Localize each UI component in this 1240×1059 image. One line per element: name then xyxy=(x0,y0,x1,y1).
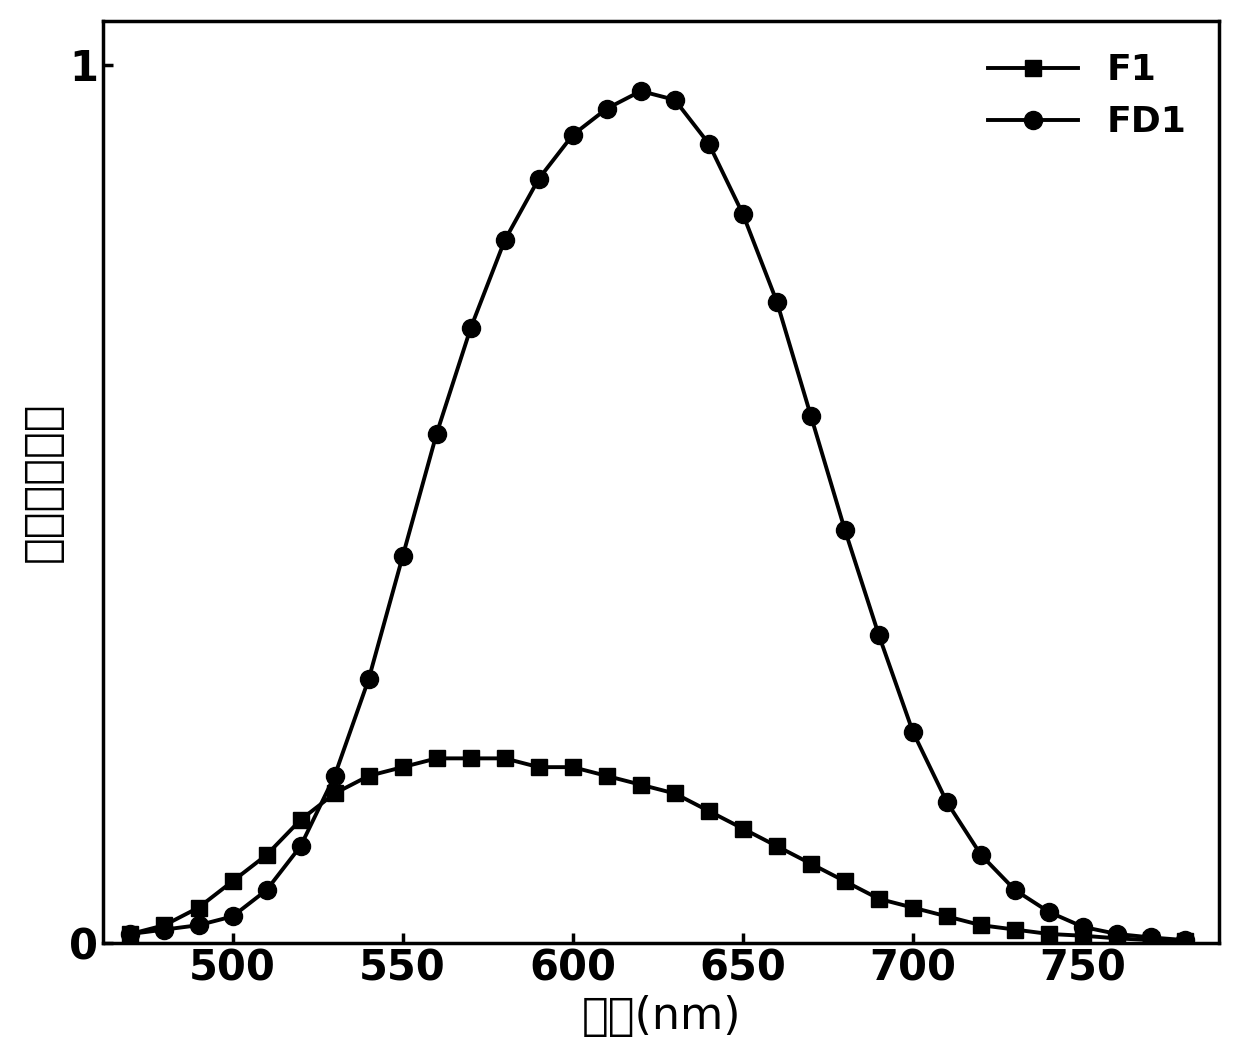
FD1 xyxy=(1178,934,1193,947)
FD1 xyxy=(396,550,410,562)
FD1 xyxy=(667,93,682,106)
F1 xyxy=(667,787,682,800)
F1 xyxy=(429,752,444,765)
F1 xyxy=(1008,923,1023,936)
F1 xyxy=(973,919,988,932)
Legend: F1, FD1: F1, FD1 xyxy=(973,39,1202,154)
FD1 xyxy=(702,138,717,150)
F1 xyxy=(497,752,512,765)
FD1 xyxy=(123,928,138,940)
Line: F1: F1 xyxy=(123,751,1193,949)
F1 xyxy=(770,840,785,852)
F1 xyxy=(191,901,206,914)
F1 xyxy=(872,893,887,905)
FD1 xyxy=(429,427,444,439)
F1 xyxy=(327,787,342,800)
F1 xyxy=(634,778,649,791)
F1 xyxy=(361,770,376,783)
FD1 xyxy=(157,923,172,936)
F1 xyxy=(837,875,852,887)
FD1 xyxy=(940,796,955,809)
FD1 xyxy=(293,840,308,852)
FD1 xyxy=(872,629,887,642)
FD1 xyxy=(1008,883,1023,896)
FD1 xyxy=(226,910,241,922)
F1 xyxy=(293,813,308,826)
F1 xyxy=(1042,928,1056,940)
FD1 xyxy=(770,295,785,308)
FD1 xyxy=(973,848,988,861)
F1 xyxy=(702,805,717,818)
F1 xyxy=(226,875,241,887)
FD1 xyxy=(599,103,614,115)
F1 xyxy=(1178,935,1193,948)
F1 xyxy=(735,822,750,834)
F1 xyxy=(1143,934,1158,947)
FD1 xyxy=(497,234,512,247)
FD1 xyxy=(259,883,274,896)
F1 xyxy=(396,760,410,773)
FD1 xyxy=(1075,920,1090,933)
F1 xyxy=(531,760,546,773)
F1 xyxy=(940,910,955,922)
Line: FD1: FD1 xyxy=(122,82,1194,949)
F1 xyxy=(1110,932,1125,945)
FD1 xyxy=(565,128,580,141)
FD1 xyxy=(191,919,206,932)
FD1 xyxy=(735,208,750,220)
F1 xyxy=(1075,930,1090,943)
F1 xyxy=(157,919,172,932)
X-axis label: 波长(nm): 波长(nm) xyxy=(582,995,742,1038)
F1 xyxy=(565,760,580,773)
FD1 xyxy=(804,410,818,423)
F1 xyxy=(123,928,138,940)
FD1 xyxy=(905,725,920,738)
F1 xyxy=(905,901,920,914)
FD1 xyxy=(464,322,479,335)
FD1 xyxy=(361,672,376,685)
FD1 xyxy=(531,173,546,185)
FD1 xyxy=(837,524,852,537)
F1 xyxy=(599,770,614,783)
F1 xyxy=(464,752,479,765)
F1 xyxy=(259,848,274,861)
FD1 xyxy=(1042,905,1056,918)
Y-axis label: 相对荧光强度: 相对荧光强度 xyxy=(21,401,63,562)
FD1 xyxy=(327,770,342,783)
FD1 xyxy=(1110,928,1125,940)
FD1 xyxy=(1143,931,1158,944)
FD1 xyxy=(634,85,649,97)
F1 xyxy=(804,858,818,870)
